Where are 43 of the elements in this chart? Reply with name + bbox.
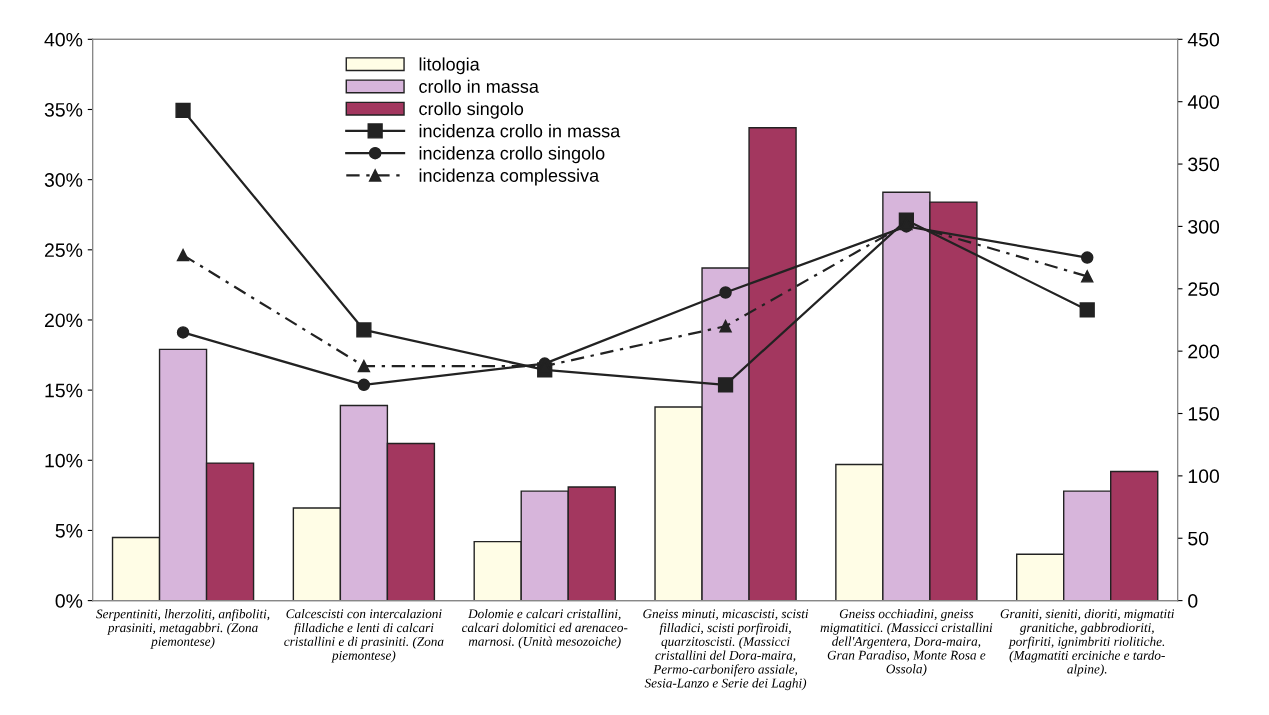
point <box>1080 270 1094 283</box>
y2-tick-label: 250 <box>1188 282 1220 297</box>
point <box>719 286 732 299</box>
x-tick-label: Serpentiniti, lherzoliti, anfiboliti, prasiniti, metagabbri. (Zona piemontese) <box>96 608 270 649</box>
legend-label: incidenza crollo in massa <box>419 124 621 138</box>
point <box>717 377 734 393</box>
y2-tick-label: 200 <box>1188 344 1220 359</box>
y-tick-label: 20% <box>44 313 83 328</box>
y-tick-label: 30% <box>44 173 83 187</box>
legend-label: crollo singolo <box>419 101 524 119</box>
legend-label: incidenza complessiva <box>419 168 600 186</box>
point <box>357 359 371 373</box>
y-tick-label: 0% <box>55 594 83 608</box>
y2-tick-label: 300 <box>1188 219 1220 234</box>
point <box>176 248 190 262</box>
y2-tick-label: 450 <box>1187 32 1220 47</box>
y-tick-label: 5% <box>55 523 83 538</box>
x-tick-label: Gneiss occhiadini, gneiss migmatitici. (Massicci cristallini dell'Argentera, Dora-maira, Gran Paradiso, Monte Rosa e Ossola) <box>820 608 993 677</box>
y2-tick-label: 350 <box>1188 157 1220 172</box>
legend-label: crollo in massa <box>419 79 539 93</box>
point <box>1080 251 1094 264</box>
point <box>357 378 371 392</box>
y-tick-label: 25% <box>44 243 83 258</box>
legend-label: incidenza crollo singolo <box>419 146 605 164</box>
y-tick-label: 15% <box>45 383 83 398</box>
y2-tick-label: 50 <box>1188 531 1209 546</box>
x-tick-label: Calcescisti con intercalazioni filladiche e lenti di calcari cristallini e di prasiniti. (Zona piemontese) <box>284 608 444 663</box>
x-tick-label: Gneiss minuti, micascisti, scisti filladici, scisti porfiroidi, quarzitoscisti. (Massicci cristallini del Dora-maira, Permo-carbonifero assiale, Sesia-Lanzo e Serie dei Laghi) <box>643 609 809 691</box>
legend-label: litologia <box>419 57 480 75</box>
y2-tick-label: 0 <box>1188 594 1198 608</box>
y-tick-label: 10% <box>45 453 83 468</box>
point <box>176 326 190 339</box>
y-tick-label: 40% <box>44 32 83 47</box>
point <box>719 319 732 333</box>
y2-tick-label: 400 <box>1187 95 1220 109</box>
point <box>175 102 191 119</box>
point <box>356 322 372 338</box>
y2-tick-label: 150 <box>1188 406 1220 421</box>
y-tick-label: 35% <box>44 102 83 117</box>
y2-tick-label: 100 <box>1188 469 1220 484</box>
x-tick-label: Dolomie e calcari cristallini, calcari dolomitici ed arenaceo- marnosi. (Unità mesozoiche) <box>462 608 628 649</box>
point <box>1079 302 1095 318</box>
x-tick-label: Graniti, sieniti, dioriti, migmatiti granitiche, gabbrodioriti, porfiriti, ignimbriti riolitiche. (Magmatiti erciniche e tardo- alpine). <box>1000 608 1175 677</box>
